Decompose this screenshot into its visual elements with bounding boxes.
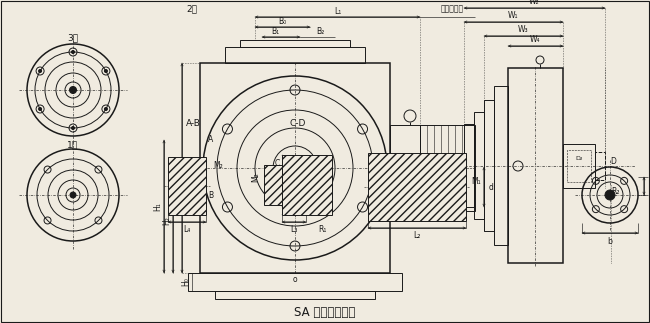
- Bar: [282, 173, 332, 197]
- Circle shape: [72, 50, 75, 54]
- Text: 2型: 2型: [187, 5, 198, 14]
- Bar: [368, 153, 466, 221]
- Text: W₁: W₁: [508, 11, 519, 19]
- Text: D: D: [610, 157, 616, 165]
- Text: D₂: D₂: [575, 155, 582, 161]
- Text: 按电机尺寸: 按电机尺寸: [441, 5, 464, 14]
- Bar: [240, 40, 350, 47]
- Text: B₀: B₀: [278, 16, 287, 26]
- Bar: [264, 165, 282, 205]
- Text: C: C: [274, 159, 280, 168]
- Circle shape: [105, 69, 107, 72]
- Text: R₂: R₂: [611, 186, 619, 195]
- Bar: [282, 155, 332, 215]
- Text: W₂: W₂: [529, 0, 539, 5]
- Text: H₀: H₀: [181, 277, 190, 287]
- Text: B₁: B₁: [271, 26, 279, 36]
- Bar: [200, 63, 390, 273]
- Bar: [390, 125, 420, 211]
- Text: H₁: H₁: [153, 202, 162, 211]
- Text: B: B: [208, 192, 213, 201]
- Bar: [494, 86, 508, 245]
- Text: C-D: C-D: [290, 119, 306, 128]
- Bar: [215, 291, 375, 299]
- Circle shape: [286, 159, 304, 177]
- Text: M₁: M₁: [471, 178, 481, 186]
- Bar: [567, 150, 591, 182]
- Bar: [175, 171, 199, 201]
- Bar: [420, 125, 475, 211]
- Bar: [378, 167, 456, 207]
- Bar: [474, 112, 484, 219]
- Circle shape: [105, 108, 107, 110]
- Text: H₂: H₂: [162, 216, 172, 225]
- Circle shape: [70, 192, 76, 198]
- Bar: [484, 100, 494, 231]
- Text: L₃: L₃: [291, 224, 298, 234]
- Text: M₂: M₂: [252, 172, 261, 182]
- Text: D: D: [302, 159, 308, 168]
- Bar: [378, 167, 456, 207]
- Text: d: d: [489, 182, 493, 192]
- Bar: [188, 273, 402, 291]
- Text: 1型: 1型: [68, 141, 79, 150]
- Text: H₃: H₃: [172, 163, 181, 172]
- Text: L₁: L₁: [334, 6, 341, 16]
- Bar: [175, 171, 199, 201]
- Bar: [464, 124, 474, 207]
- Text: M₂: M₂: [213, 161, 223, 170]
- Text: W₃: W₃: [518, 25, 529, 34]
- Text: 3型: 3型: [68, 34, 79, 43]
- Circle shape: [38, 108, 42, 110]
- Text: b: b: [608, 237, 612, 246]
- Circle shape: [70, 87, 77, 93]
- Text: SA 型蜗杆减速器: SA 型蜗杆减速器: [294, 307, 356, 319]
- Bar: [508, 68, 563, 263]
- Text: W₄: W₄: [530, 35, 541, 44]
- Bar: [595, 152, 605, 180]
- Text: L₂: L₂: [413, 231, 421, 239]
- Text: o: o: [292, 275, 297, 284]
- Circle shape: [72, 127, 75, 130]
- Text: L₄: L₄: [183, 224, 190, 234]
- Bar: [563, 144, 595, 188]
- Text: D₁: D₁: [317, 175, 324, 181]
- Bar: [225, 47, 365, 63]
- Text: R₁: R₁: [318, 224, 326, 234]
- Circle shape: [38, 69, 42, 72]
- Text: A: A: [208, 136, 213, 144]
- Circle shape: [605, 190, 615, 200]
- Text: B₂: B₂: [316, 26, 324, 36]
- Text: A-B: A-B: [185, 119, 200, 128]
- Bar: [168, 157, 206, 215]
- Bar: [282, 173, 332, 197]
